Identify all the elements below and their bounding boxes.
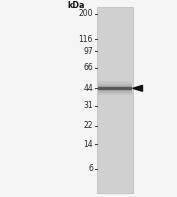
Bar [98, 86, 132, 90]
Text: 31: 31 [83, 101, 93, 111]
Bar [97, 7, 133, 193]
Text: 66: 66 [83, 63, 93, 72]
Text: 200: 200 [78, 9, 93, 18]
Text: 22: 22 [83, 121, 93, 130]
Text: 97: 97 [83, 47, 93, 56]
Bar [98, 84, 132, 93]
Text: 14: 14 [83, 140, 93, 149]
Bar [98, 86, 132, 91]
Text: kDa: kDa [67, 1, 85, 10]
Text: 6: 6 [88, 164, 93, 173]
Polygon shape [133, 85, 142, 91]
Text: 116: 116 [79, 35, 93, 44]
Text: 44: 44 [83, 84, 93, 93]
Bar [98, 81, 132, 95]
